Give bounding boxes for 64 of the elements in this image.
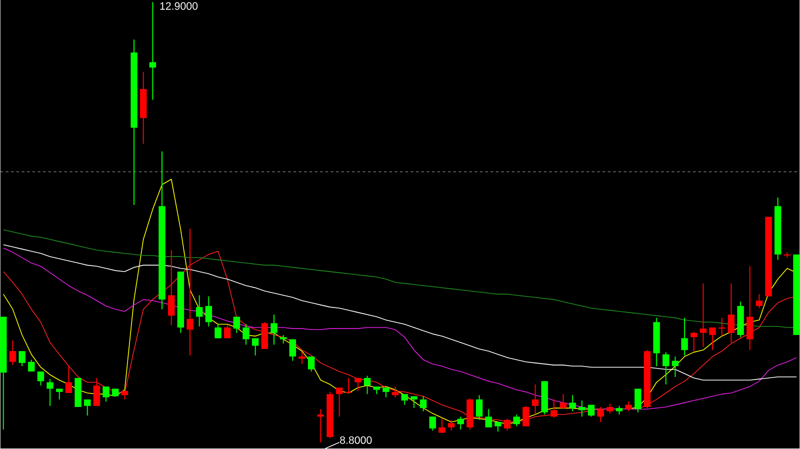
candlestick (550, 398, 558, 418)
candlestick (56, 388, 63, 400)
candlestick (214, 324, 222, 339)
candlestick (242, 324, 250, 346)
candlestick (93, 378, 100, 406)
candlestick (317, 408, 324, 443)
candlestick (382, 387, 390, 398)
candlestick (606, 403, 614, 414)
candlestick (420, 396, 427, 412)
candlestick (46, 378, 54, 406)
candlestick (504, 418, 511, 432)
candlestick (700, 282, 707, 348)
candlestick (9, 340, 16, 366)
candlestick (168, 250, 175, 326)
candlestick (690, 331, 698, 352)
candlestick (597, 406, 604, 423)
candlestick (728, 282, 735, 344)
candlestick (718, 317, 726, 337)
candlestick (196, 294, 203, 327)
candlestick (476, 394, 483, 420)
candlestick (18, 350, 26, 367)
candlestick (65, 366, 72, 394)
candlestick (345, 378, 352, 394)
candlestick (233, 316, 240, 334)
candlestick (569, 394, 576, 412)
candlestick (756, 294, 763, 309)
annotation: 12.9000 (160, 2, 198, 10)
candlestick (84, 398, 91, 416)
candlestick (205, 296, 212, 327)
candlestick (298, 352, 306, 365)
candlestick (532, 384, 539, 416)
candlestick (672, 356, 679, 378)
candlestick (354, 378, 362, 392)
candlestick (364, 375, 371, 395)
candlestick (392, 386, 399, 398)
candlestick (102, 386, 110, 402)
candlestick (401, 394, 408, 406)
candlestick (578, 400, 586, 418)
candlestick (457, 416, 464, 430)
candlestick (485, 408, 492, 428)
candlestick (410, 396, 418, 409)
candlestick (513, 414, 520, 427)
candlestick (336, 387, 343, 418)
candlestick (149, 2, 156, 100)
candlestick (634, 388, 642, 413)
candlestick (186, 228, 194, 356)
candlestick (37, 371, 44, 386)
candlestick (522, 405, 530, 427)
candlestick (270, 314, 278, 346)
candlestick (709, 327, 716, 351)
candlestick (494, 422, 502, 432)
candlestick (746, 266, 754, 351)
candlestick (681, 317, 688, 356)
candlestick (560, 394, 567, 410)
candlestick (224, 324, 231, 339)
candlestick (252, 338, 259, 356)
candlestick (429, 416, 436, 432)
candlestick (308, 356, 315, 372)
candlestick (625, 401, 632, 412)
candlestick (662, 352, 670, 385)
candlestick (289, 338, 296, 362)
candlestick (438, 418, 446, 434)
candlestick (448, 419, 455, 432)
annotation: 8.8000 (340, 436, 372, 444)
